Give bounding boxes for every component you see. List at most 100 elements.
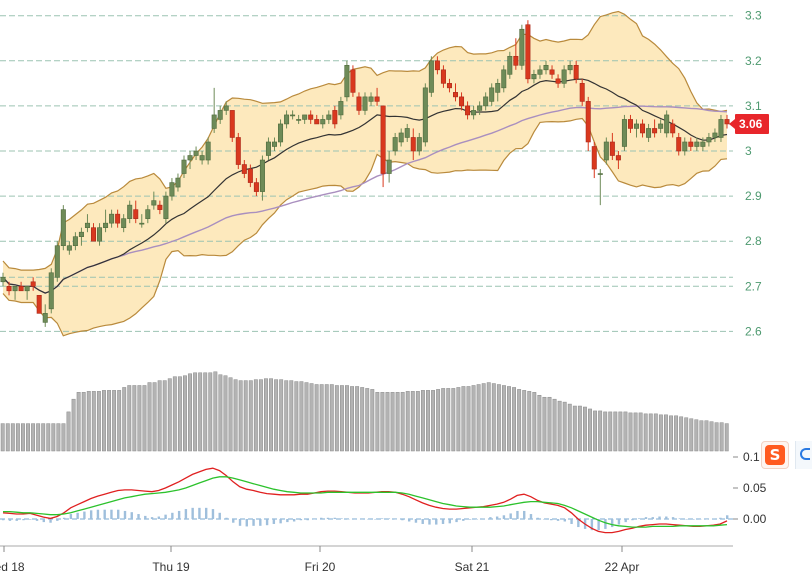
candle-body <box>404 128 410 138</box>
volume-bar <box>294 381 299 452</box>
candle-body <box>356 96 362 111</box>
volume-bar <box>420 390 425 452</box>
volume-bar <box>481 383 486 452</box>
osc-histogram-bar <box>22 519 25 521</box>
osc-histogram-bar <box>218 512 221 519</box>
candle-body <box>169 182 175 197</box>
volume-bar <box>223 375 228 452</box>
volume-bar <box>653 413 658 452</box>
osc-histogram-bar <box>719 517 722 519</box>
candle-body <box>60 209 66 247</box>
candle-body <box>290 114 296 117</box>
price-tick-label: 3 <box>745 144 752 158</box>
osc-histogram-bar <box>380 518 384 519</box>
osc-histogram-bar <box>184 509 188 519</box>
volume-bar <box>618 411 623 452</box>
volume-bar <box>81 392 86 452</box>
osc-histogram-bar <box>286 519 289 523</box>
candle-body <box>193 150 199 156</box>
volume-bar <box>724 423 729 452</box>
volume-bar <box>689 418 694 452</box>
osc-histogram-bar <box>340 518 343 519</box>
osc-histogram-bar <box>685 519 688 520</box>
price-tick-label: 3.2 <box>745 54 762 68</box>
osc-tick-label: 0.05 <box>743 481 767 495</box>
osc-histogram-bar <box>232 519 235 523</box>
osc-histogram-bar <box>313 519 316 520</box>
volume-bar <box>557 400 562 452</box>
volume-bar <box>76 392 81 452</box>
volume-bar <box>360 387 365 452</box>
volume-bar <box>31 423 36 452</box>
osc-histogram-bar <box>137 514 140 519</box>
candle-body <box>688 141 694 147</box>
candle-body <box>66 245 72 251</box>
osc-histogram-bar <box>15 519 18 521</box>
osc-histogram-bar <box>62 517 66 519</box>
candle-body <box>579 83 585 102</box>
osc-histogram-bar <box>468 519 472 520</box>
candle-body <box>54 245 60 278</box>
volume-bar <box>66 411 71 452</box>
x-tick-label: Thu 19 <box>152 560 190 574</box>
candle-body <box>452 92 458 98</box>
volume-bar <box>436 389 441 452</box>
osc-histogram-bar <box>259 519 262 526</box>
volume-bar <box>527 391 532 452</box>
volume-bar <box>299 381 304 452</box>
candle-body <box>386 159 392 174</box>
volume-bar <box>284 380 289 452</box>
volume-bar <box>547 396 552 452</box>
candle-body <box>591 146 597 170</box>
volume-bar <box>410 391 415 452</box>
candle-body <box>314 119 320 125</box>
osc-histogram-bar <box>171 512 174 519</box>
volume-bar <box>304 382 309 452</box>
volume-bar <box>41 423 46 452</box>
candle-body <box>109 213 115 224</box>
osc-signal-line <box>3 476 728 528</box>
stock-app-logo-icon[interactable]: S <box>761 441 789 469</box>
volume-bar <box>248 380 253 452</box>
volume-bar <box>274 379 279 452</box>
volume-bar <box>648 413 653 452</box>
candle-body <box>422 87 428 143</box>
volume-bar <box>102 390 106 452</box>
volume-bar <box>167 378 172 452</box>
volume-bar <box>142 385 147 452</box>
volume-bar <box>501 385 506 452</box>
volume-bar <box>709 421 714 452</box>
volume-bar <box>466 386 471 452</box>
volume-bar <box>152 382 157 452</box>
osc-histogram-bar <box>516 510 519 519</box>
candle-body <box>700 141 706 147</box>
volume-bar <box>512 387 517 452</box>
candle-body <box>296 119 302 121</box>
volume-bar <box>345 385 349 452</box>
logo-letter: S <box>765 445 785 465</box>
volume-bar <box>132 385 137 452</box>
volume-bar <box>704 420 709 452</box>
volume-bar <box>663 414 668 452</box>
candle-body <box>676 137 682 152</box>
price-tick-label: 2.6 <box>745 324 762 338</box>
candle-body <box>344 65 350 98</box>
volume-bar <box>608 411 613 452</box>
osc-histogram-bar <box>117 509 120 519</box>
volume-bar <box>426 390 430 452</box>
candle-body <box>326 114 332 120</box>
candle-body <box>573 65 579 80</box>
candle-body <box>115 213 121 224</box>
osc-histogram-bar <box>665 516 668 519</box>
volume-bar <box>289 380 294 452</box>
volume-bar <box>177 376 182 452</box>
secondary-logo-icon[interactable] <box>795 441 812 469</box>
app-logo[interactable]: S <box>757 437 812 473</box>
candle-body <box>78 231 84 237</box>
candle-body <box>477 105 483 111</box>
x-tick-label: 22 Apr <box>605 560 640 574</box>
osc-histogram-bar <box>211 509 215 519</box>
candle-body <box>157 204 163 210</box>
